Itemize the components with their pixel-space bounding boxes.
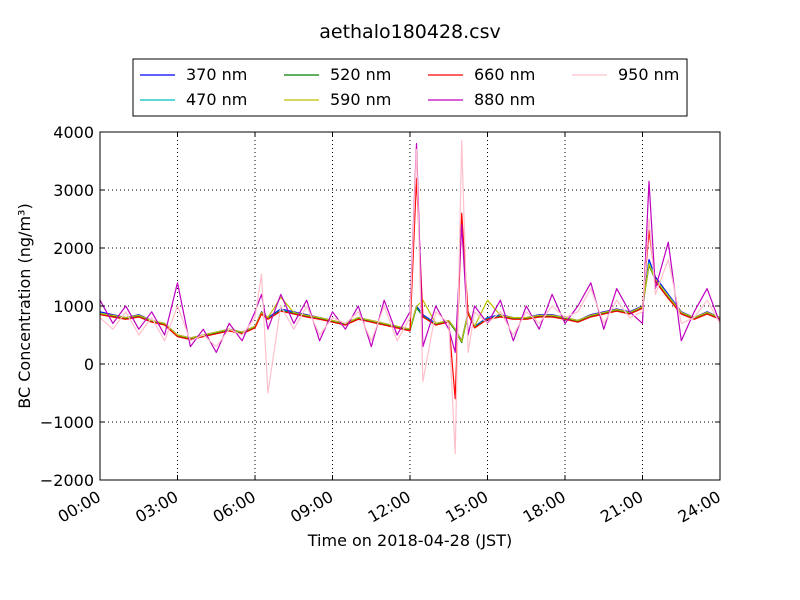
y-tick-label: 4000 <box>53 123 94 142</box>
grid <box>100 132 720 480</box>
legend-label: 470 nm <box>186 90 247 109</box>
legend-label: 590 nm <box>330 90 391 109</box>
series-line <box>99 140 721 455</box>
series-layer <box>99 140 721 455</box>
y-tick-label: −2000 <box>40 471 94 490</box>
legend-label: 370 nm <box>186 65 247 84</box>
x-axis-title: Time on 2018-04-28 (JST) <box>307 531 512 550</box>
legend-label: 950 nm <box>618 65 679 84</box>
y-tick-label: 3000 <box>53 181 94 200</box>
legend: 370 nm 470 nm 520 nm 590 nm 660 nm 880 nm 950 … <box>132 58 688 117</box>
legend-box <box>132 58 688 117</box>
legend-label: 880 nm <box>474 90 535 109</box>
chart-title: aethalo180428.csv <box>319 21 501 43</box>
y-tick-label: 2000 <box>53 239 94 258</box>
legend-label: 520 nm <box>330 65 391 84</box>
y-axis-title: BC Concentration (ng/m³) <box>15 203 34 408</box>
y-tick-label: 1000 <box>53 297 94 316</box>
y-axis: −2000 −1000 0 1000 2000 3000 4000 <box>40 123 720 490</box>
series-line <box>99 263 721 342</box>
y-tick-label: 0 <box>84 355 94 374</box>
legend-label: 660 nm <box>474 65 535 84</box>
y-tick-label: −1000 <box>40 413 94 432</box>
